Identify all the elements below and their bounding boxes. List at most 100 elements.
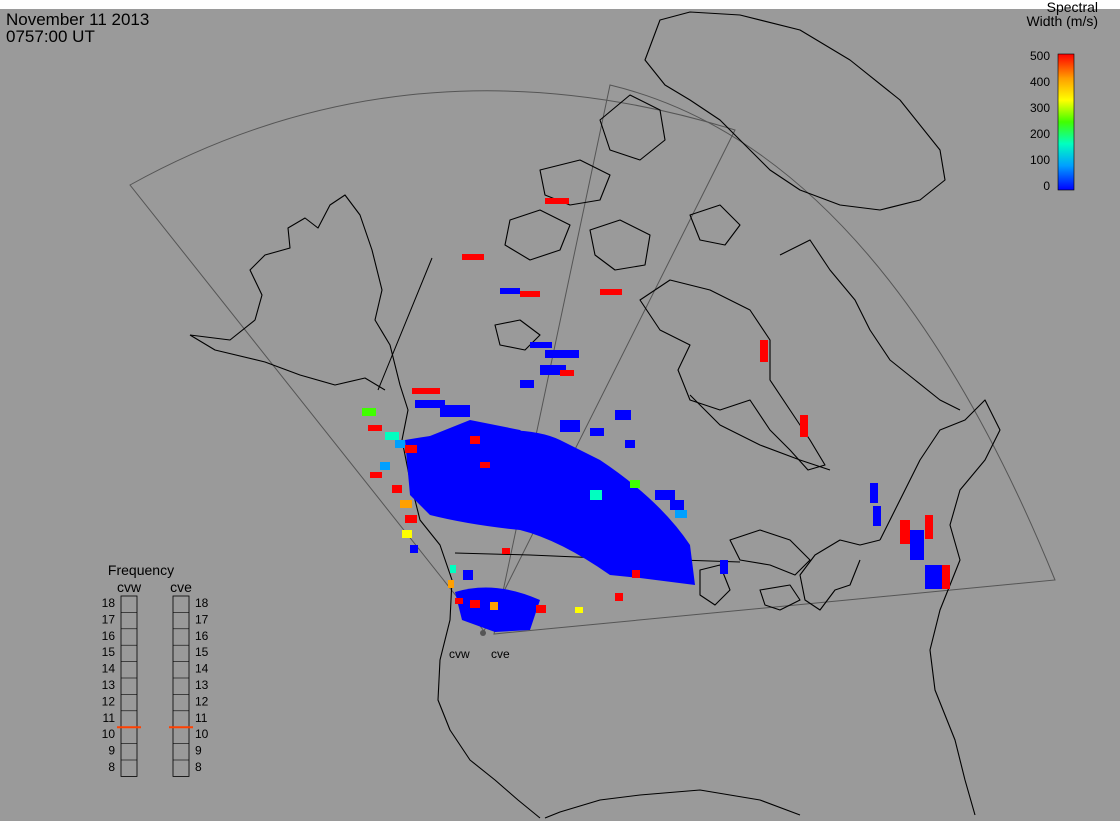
coastlines <box>189 11 1001 819</box>
echo-cell <box>400 500 412 508</box>
echo-cell <box>675 510 687 518</box>
colorbar-tick-label: 0 <box>1043 179 1050 193</box>
frequency-tick-label: 17 <box>195 612 209 626</box>
colorbar-title-line2: Width (m/s) <box>1026 13 1098 29</box>
frequency-tick-label: 9 <box>195 744 202 758</box>
echo-cell <box>615 410 631 420</box>
echo-cell <box>490 602 498 610</box>
echo-cell <box>480 462 490 468</box>
timestamp-header: November 11 2013 0757:00 UT <box>6 10 149 46</box>
echo-cell <box>462 254 484 260</box>
echo-cell <box>463 570 473 580</box>
echo-cell <box>440 405 470 417</box>
colorbar-gradient <box>1057 53 1075 191</box>
colorbar-tick-label: 500 <box>1030 49 1050 63</box>
frequency-tick-label: 14 <box>102 662 116 676</box>
frequency-tick-label: 14 <box>195 662 209 676</box>
echo-cell <box>632 570 640 578</box>
echo-cell <box>395 440 405 448</box>
top-margin <box>0 0 1120 9</box>
frequency-tick-label: 8 <box>195 760 202 774</box>
echo-cell <box>536 605 546 613</box>
frequency-tick-label: 12 <box>195 694 209 708</box>
frequency-tick-label: 15 <box>195 645 209 659</box>
echo-cell <box>942 565 950 589</box>
echo-cell <box>625 440 635 448</box>
frequency-tick-label: 11 <box>103 711 116 725</box>
echo-cell <box>720 560 728 574</box>
colorbar-tick-label: 300 <box>1030 101 1050 115</box>
echo-cell <box>415 400 445 408</box>
echo-cell <box>470 436 480 444</box>
echo-cell <box>502 548 510 554</box>
echo-cell <box>455 598 463 604</box>
colorbar-tick-label: 400 <box>1030 75 1050 89</box>
colorbar-tick-label: 100 <box>1030 153 1050 167</box>
cvw-site-marker <box>480 630 486 636</box>
echo-cell <box>925 515 933 539</box>
frequency-tick-label: 16 <box>195 629 209 643</box>
frequency-tick-label: 10 <box>195 727 209 741</box>
echo-cell <box>410 545 418 553</box>
echo-cell <box>615 593 623 601</box>
echo-cell <box>500 288 520 294</box>
echo-cell <box>545 198 569 204</box>
frequency-panel: Frequency cvw cve 18 17 16 15 14 13 12 11 10 9 8 18… <box>102 562 209 777</box>
frequency-radar-cvw: cvw <box>117 579 142 595</box>
echo-cell <box>470 600 480 608</box>
echo-cell <box>370 472 382 478</box>
echo-cell <box>655 490 675 500</box>
frequency-radar-cve: cve <box>170 579 192 595</box>
frequency-tick-label: 18 <box>195 596 209 610</box>
spectral-width-colorbar: Spectral Width (m/s) 500 400 300 200 100 0 <box>1026 0 1098 193</box>
echo-cell <box>405 515 417 523</box>
frequency-scale-cve <box>172 595 190 777</box>
echo-cell <box>870 483 878 503</box>
frequency-title: Frequency <box>108 562 174 578</box>
colorbar-ticks: 500 400 300 200 100 0 <box>1030 49 1050 193</box>
date-label: November 11 2013 <box>6 10 149 29</box>
frequency-scales: 18 17 16 15 14 13 12 11 10 9 8 18 17 16 15 14 13 12 11 10 9 8 <box>102 595 209 777</box>
echo-cell <box>590 490 602 500</box>
frequency-tick-label: 8 <box>108 760 115 774</box>
cve-site-label: cve <box>491 647 510 661</box>
cve-field-of-view <box>493 84 1056 635</box>
frequency-tick-label: 10 <box>102 727 116 741</box>
frequency-tick-label: 16 <box>102 629 116 643</box>
echo-cell <box>368 425 382 431</box>
echo-cell <box>385 432 399 440</box>
frequency-tick-label: 18 <box>102 596 116 610</box>
echo-cell <box>448 580 454 588</box>
echo-cell <box>800 415 808 437</box>
cvw-site-label: cvw <box>449 647 470 661</box>
echo-cell <box>670 500 684 510</box>
echo-cell <box>900 520 910 544</box>
colorbar-title-line1: Spectral <box>1047 0 1098 15</box>
echo-region <box>405 430 695 585</box>
echo-cell <box>575 607 583 613</box>
frequency-tick-label: 13 <box>102 678 116 692</box>
echo-cell <box>520 291 540 297</box>
echo-cell <box>530 342 552 348</box>
radar-sites: cvw cve <box>449 630 510 661</box>
echo-cell <box>560 420 580 432</box>
frequency-tick-label: 15 <box>102 645 116 659</box>
frequency-tick-label: 9 <box>108 744 115 758</box>
echo-cell <box>925 565 945 589</box>
echo-cell <box>600 289 622 295</box>
frequency-tick-label: 13 <box>195 678 209 692</box>
echo-cell <box>402 530 412 538</box>
echo-cell <box>540 365 566 375</box>
radar-echoes <box>362 198 950 632</box>
echo-cell <box>590 428 604 436</box>
echo-cell <box>545 350 579 358</box>
echo-cell <box>630 480 640 488</box>
frequency-scale-cvw <box>120 595 138 777</box>
echo-cell <box>873 506 881 526</box>
echo-cell <box>412 388 440 394</box>
colorbar-tick-label: 200 <box>1030 127 1050 141</box>
frequency-tick-label: 12 <box>102 694 116 708</box>
echo-cell <box>760 340 768 362</box>
